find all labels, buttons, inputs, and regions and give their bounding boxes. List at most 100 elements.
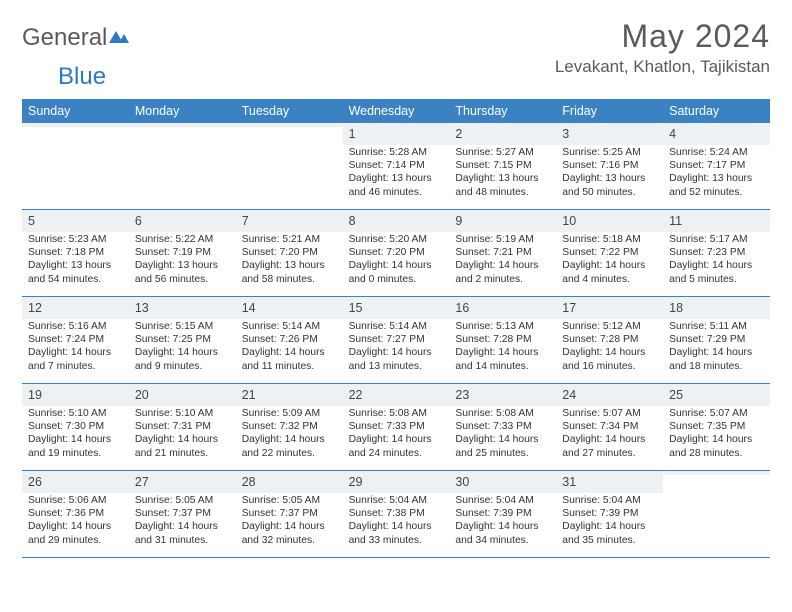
day-cell: 24Sunrise: 5:07 AMSunset: 7:34 PMDayligh… <box>556 384 663 470</box>
daylight-text: Daylight: 13 hours and 46 minutes. <box>349 172 444 198</box>
daylight-text: Daylight: 14 hours and 9 minutes. <box>135 346 230 372</box>
day-number: 22 <box>349 388 363 402</box>
dow-tuesday: Tuesday <box>236 99 343 123</box>
sunrise-text: Sunrise: 5:14 AM <box>349 320 444 333</box>
day-number-row: 14 <box>236 297 343 319</box>
day-cell: 5Sunrise: 5:23 AMSunset: 7:18 PMDaylight… <box>22 210 129 296</box>
sunrise-text: Sunrise: 5:15 AM <box>135 320 230 333</box>
sunrise-text: Sunrise: 5:24 AM <box>669 146 764 159</box>
sunset-text: Sunset: 7:33 PM <box>349 420 444 433</box>
day-number: 12 <box>28 301 42 315</box>
sunrise-text: Sunrise: 5:20 AM <box>349 233 444 246</box>
day-number-row: 8 <box>343 210 450 232</box>
daylight-text: Daylight: 14 hours and 5 minutes. <box>669 259 764 285</box>
day-cell: 1 Sunrise: 5:28 AMSunset: 7:14 PMDaylight… <box>343 123 450 209</box>
day-number-row: 6 <box>129 210 236 232</box>
title-block: May 2024 Levakant, Khatlon, Tajikistan <box>555 18 770 77</box>
daylight-text: Daylight: 14 hours and 31 minutes. <box>135 520 230 546</box>
day-cell: 27Sunrise: 5:05 AMSunset: 7:37 PMDayligh… <box>129 471 236 557</box>
day-number-row: 10 <box>556 210 663 232</box>
day-body: Sunrise: 5:05 AMSunset: 7:37 PMDaylight:… <box>129 493 236 550</box>
day-cell <box>663 471 770 557</box>
sunset-text: Sunset: 7:21 PM <box>455 246 550 259</box>
day-number-row: 7 <box>236 210 343 232</box>
day-number: 13 <box>135 301 149 315</box>
day-number-row: 21 <box>236 384 343 406</box>
sunrise-text: Sunrise: 5:07 AM <box>669 407 764 420</box>
day-number: 1 <box>349 127 356 141</box>
sunrise-text: Sunrise: 5:22 AM <box>135 233 230 246</box>
day-number: 30 <box>455 475 469 489</box>
day-body: Sunrise: 5:16 AMSunset: 7:24 PMDaylight:… <box>22 319 129 376</box>
sunset-text: Sunset: 7:17 PM <box>669 159 764 172</box>
sunset-text: Sunset: 7:33 PM <box>455 420 550 433</box>
brand-part2: Blue <box>58 63 106 90</box>
daylight-text: Daylight: 14 hours and 19 minutes. <box>28 433 123 459</box>
day-number: 9 <box>455 214 462 228</box>
day-cell: 30Sunrise: 5:04 AMSunset: 7:39 PMDayligh… <box>449 471 556 557</box>
day-number: 7 <box>242 214 249 228</box>
day-cell: 20 Sunrise: 5:10 AMSunset: 7:31 PMDayligh… <box>129 384 236 470</box>
sunset-text: Sunset: 7:36 PM <box>28 507 123 520</box>
day-body: Sunrise: 5:10 AMSunset: 7:31 PMDaylight:… <box>129 406 236 463</box>
week-row: 5Sunrise: 5:23 AMSunset: 7:18 PMDaylight… <box>22 210 770 297</box>
dow-sunday: Sunday <box>22 99 129 123</box>
day-number: 5 <box>28 214 35 228</box>
day-number: 11 <box>669 214 682 228</box>
day-number-row: 12 <box>22 297 129 319</box>
day-cell: 15Sunrise: 5:14 AMSunset: 7:27 PMDayligh… <box>343 297 450 383</box>
sunset-text: Sunset: 7:27 PM <box>349 333 444 346</box>
sunset-text: Sunset: 7:23 PM <box>669 246 764 259</box>
daylight-text: Daylight: 13 hours and 52 minutes. <box>669 172 764 198</box>
sunrise-text: Sunrise: 5:21 AM <box>242 233 337 246</box>
day-cell: 4 Sunrise: 5:24 AMSunset: 7:17 PMDaylight… <box>663 123 770 209</box>
day-body <box>129 127 236 131</box>
day-cell: 14Sunrise: 5:14 AMSunset: 7:26 PMDayligh… <box>236 297 343 383</box>
day-body: Sunrise: 5:07 AMSunset: 7:35 PMDaylight:… <box>663 406 770 463</box>
sunset-text: Sunset: 7:15 PM <box>455 159 550 172</box>
day-cell: 29Sunrise: 5:04 AMSunset: 7:38 PMDayligh… <box>343 471 450 557</box>
day-cell: 25Sunrise: 5:07 AMSunset: 7:35 PMDayligh… <box>663 384 770 470</box>
day-number: 21 <box>242 388 256 402</box>
day-body: Sunrise: 5:25 AMSunset: 7:16 PMDaylight:… <box>556 145 663 202</box>
sunset-text: Sunset: 7:18 PM <box>28 246 123 259</box>
day-cell: 21Sunrise: 5:09 AMSunset: 7:32 PMDayligh… <box>236 384 343 470</box>
sunset-text: Sunset: 7:22 PM <box>562 246 657 259</box>
daylight-text: Daylight: 14 hours and 24 minutes. <box>349 433 444 459</box>
day-cell: 26Sunrise: 5:06 AMSunset: 7:36 PMDayligh… <box>22 471 129 557</box>
daylight-text: Daylight: 14 hours and 33 minutes. <box>349 520 444 546</box>
day-body: Sunrise: 5:19 AMSunset: 7:21 PMDaylight:… <box>449 232 556 289</box>
day-body: Sunrise: 5:10 AMSunset: 7:30 PMDaylight:… <box>22 406 129 463</box>
dow-header-row: Sunday Monday Tuesday Wednesday Thursday… <box>22 99 770 123</box>
sunrise-text: Sunrise: 5:06 AM <box>28 494 123 507</box>
day-body: Sunrise: 5:24 AMSunset: 7:17 PMDaylight:… <box>663 145 770 202</box>
day-cell: 13 Sunrise: 5:15 AMSunset: 7:25 PMDayligh… <box>129 297 236 383</box>
day-body: Sunrise: 5:27 AMSunset: 7:15 PMDaylight:… <box>449 145 556 202</box>
day-cell: 6Sunrise: 5:22 AMSunset: 7:19 PMDaylight… <box>129 210 236 296</box>
day-body: Sunrise: 5:28 AMSunset: 7:14 PMDaylight:… <box>343 145 450 202</box>
day-number-row: 19 <box>22 384 129 406</box>
day-number: 4 <box>669 127 676 141</box>
day-number: 20 <box>135 388 149 402</box>
day-number-row: 22 <box>343 384 450 406</box>
day-cell: 19Sunrise: 5:10 AMSunset: 7:30 PMDayligh… <box>22 384 129 470</box>
day-number: 3 <box>562 127 569 141</box>
sunrise-text: Sunrise: 5:11 AM <box>669 320 764 333</box>
sunset-text: Sunset: 7:38 PM <box>349 507 444 520</box>
day-number: 14 <box>242 301 256 315</box>
daylight-text: Daylight: 14 hours and 27 minutes. <box>562 433 657 459</box>
sunrise-text: Sunrise: 5:19 AM <box>455 233 550 246</box>
day-number-row: 28 <box>236 471 343 493</box>
month-title: May 2024 <box>555 18 770 55</box>
day-cell: 11Sunrise: 5:17 AMSunset: 7:23 PMDayligh… <box>663 210 770 296</box>
dow-friday: Friday <box>556 99 663 123</box>
day-body: Sunrise: 5:15 AMSunset: 7:25 PMDaylight:… <box>129 319 236 376</box>
sunset-text: Sunset: 7:35 PM <box>669 420 764 433</box>
day-number-row: 27 <box>129 471 236 493</box>
sunset-text: Sunset: 7:39 PM <box>562 507 657 520</box>
day-number-row: 13 <box>129 297 236 319</box>
sunrise-text: Sunrise: 5:04 AM <box>349 494 444 507</box>
weeks-container: 1 Sunrise: 5:28 AMSunset: 7:14 PMDaylight… <box>22 123 770 558</box>
day-number: 28 <box>242 475 256 489</box>
daylight-text: Daylight: 14 hours and 22 minutes. <box>242 433 337 459</box>
